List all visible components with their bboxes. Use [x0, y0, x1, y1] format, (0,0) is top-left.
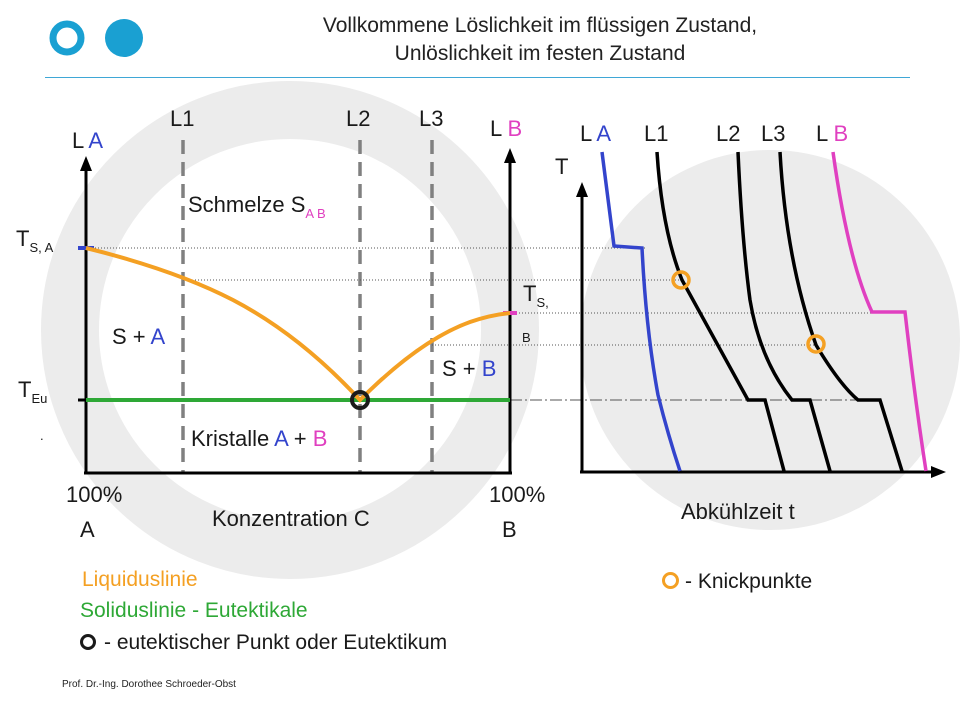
x-axis-label: Konzentration C — [212, 506, 370, 531]
cooling-label-b: L B — [816, 121, 848, 146]
cooling-curve-a — [600, 151, 682, 472]
cooling-curve-l1 — [655, 151, 786, 472]
knick-point-l1-icon — [671, 270, 691, 290]
t-eu-label: TEu — [18, 377, 47, 406]
phase-diagram: L A L B L1 L2 L3 TS, A TS, B TEu . Schme… — [16, 106, 880, 542]
title-divider — [45, 77, 910, 78]
alloy-label-l1: L1 — [170, 106, 194, 131]
alloy-label-l2: L2 — [346, 106, 370, 131]
logo-ring-icon — [49, 20, 85, 56]
cooling-label-l1: L1 — [644, 121, 668, 146]
title-line-1: Vollkommene Löslichkeit im flüssigen Zus… — [322, 14, 758, 37]
cooling-label-a: L A — [580, 121, 611, 146]
alloy-label-l3: L3 — [419, 106, 443, 131]
eutectic-point-icon — [350, 390, 370, 410]
x-right-pct: 100% — [489, 482, 545, 507]
cooling-label-l3: L3 — [761, 121, 785, 146]
ts-a-label: TS, A — [16, 226, 54, 255]
ts-b-label: TS, — [523, 281, 549, 310]
x-left-pct: 100% — [66, 482, 122, 507]
region-sa-label: S + A — [112, 324, 166, 349]
cooling-label-l2: L2 — [716, 121, 740, 146]
arrow-up-icon — [504, 148, 516, 163]
cooling-curve-l3 — [778, 151, 904, 472]
region-crystals-label: Kristalle A + B — [191, 426, 327, 451]
region-sb-label: S + B — [442, 356, 496, 381]
slide-title: Vollkommene Löslichkeit im flüssigen Zus… — [200, 12, 880, 68]
ts-b-sub2: B — [522, 330, 531, 345]
cooling-curve-l2 — [736, 151, 832, 472]
logo-circles — [49, 19, 143, 57]
footer-author: Prof. Dr.-Ing. Dorothee Schroeder-Obst — [62, 679, 236, 690]
cooling-y-label: T — [555, 154, 568, 179]
right-axis-letter: B — [508, 116, 523, 141]
region-melt-label: Schmelze SA B — [188, 192, 326, 221]
x-left-letter: A — [80, 517, 95, 542]
left-axis-label: L A — [72, 128, 103, 153]
x-right-letter: B — [502, 517, 517, 542]
liquidus-curve — [85, 246, 511, 403]
title-line-2: Unlöslichkeit im festen Zustand — [394, 42, 686, 65]
right-axis-label: L B — [490, 116, 522, 141]
cooling-diagram: T L A L1 L2 L3 L B Abkühlzeit t — [555, 121, 946, 524]
arrow-right-icon — [931, 466, 946, 478]
left-axis-letter: A — [88, 128, 103, 153]
arrow-up-icon — [576, 182, 588, 197]
bg-disc-right — [580, 150, 960, 530]
t-eu-mark: . — [40, 428, 44, 443]
cooling-curve-b — [831, 151, 928, 472]
arrow-up-icon — [80, 156, 92, 171]
cooling-x-label: Abkühlzeit t — [681, 499, 795, 524]
logo-dot-icon — [105, 19, 143, 57]
knick-point-l3-icon — [806, 334, 826, 354]
